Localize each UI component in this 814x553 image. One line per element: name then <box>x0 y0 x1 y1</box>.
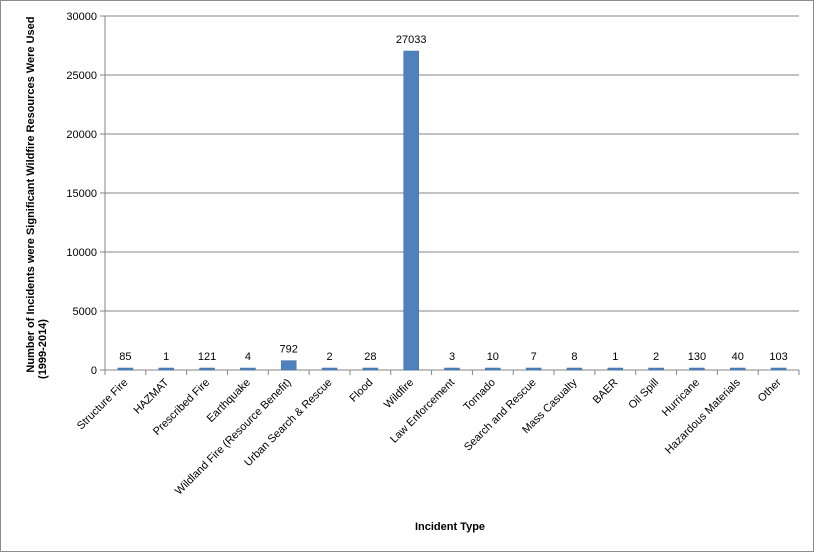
data-label: 2 <box>653 351 659 363</box>
data-label: 85 <box>119 351 131 363</box>
y-tick-label: 0 <box>91 365 97 377</box>
bar-baer <box>607 367 624 371</box>
bar-law-enforcement <box>444 367 460 371</box>
y-tick-label: 5000 <box>73 306 97 318</box>
y-tick-label: 25000 <box>66 70 97 82</box>
bar-wildland-fire-resource-benefit <box>280 360 297 371</box>
data-label: 1 <box>163 351 169 363</box>
bar-hazmat <box>158 367 174 371</box>
bar-urban-search-rescue <box>321 367 338 371</box>
axes <box>100 15 800 375</box>
bar-structure-fire <box>117 367 134 371</box>
bar-wildfire <box>403 50 419 371</box>
data-label: 27033 <box>396 34 427 46</box>
data-label: 130 <box>688 351 706 363</box>
bar-search-and-rescue <box>525 367 542 371</box>
x-tick-label: Wildfire <box>382 377 416 411</box>
data-label: 7 <box>531 351 537 363</box>
data-labels: 85 1 121 4 792 2 28 27033 3 10 7 8 1 2 130 40 103 <box>119 34 787 363</box>
y-tick-labels: 0 5000 10000 15000 20000 25000 30000 <box>66 11 97 377</box>
x-tick-label: Oil Spill <box>626 377 661 412</box>
data-label: 792 <box>280 344 298 356</box>
bar-mass-casualty <box>566 367 583 371</box>
x-tick-label: Hazardous Materials <box>663 376 743 456</box>
x-tick-label: Search and Rescue <box>462 377 539 454</box>
x-axis-title: Incident Type <box>415 521 485 533</box>
y-tick-label: 10000 <box>66 247 97 259</box>
x-tick-label: Hurricane <box>660 377 702 419</box>
data-label: 28 <box>364 351 376 363</box>
x-tick-label: Tornado <box>461 377 498 414</box>
x-tick-label: Other <box>756 376 784 404</box>
x-tick-label: HAZMAT <box>131 376 171 416</box>
data-label: 1 <box>612 351 618 363</box>
x-tick-label: Urban Search & Rescue <box>242 377 334 469</box>
bar-hazardous-materials <box>730 367 746 371</box>
bar-tornado <box>485 367 501 371</box>
y-tick-label: 30000 <box>66 11 97 23</box>
data-label: 10 <box>487 351 499 363</box>
y-axis-title-line1: Number of Incidents were Significant Wil… <box>25 17 37 373</box>
gridlines <box>105 15 799 312</box>
y-axis-title-line2: (1999-2014) <box>37 319 49 379</box>
data-label: 40 <box>732 351 744 363</box>
data-label: 8 <box>571 351 577 363</box>
bar-oil-spill <box>648 367 664 371</box>
data-label: 3 <box>449 351 455 363</box>
data-label: 4 <box>245 351 251 363</box>
bar-flood <box>362 367 379 371</box>
x-tick-label: BAER <box>591 377 621 407</box>
bar-prescribed-fire <box>199 367 215 371</box>
x-tick-label: Structure Fire <box>75 377 131 433</box>
y-axis-title: Number of Incidents were Significant Wil… <box>25 13 49 379</box>
y-tick-label: 15000 <box>66 188 97 200</box>
x-tick-label: Flood <box>348 377 376 405</box>
data-label: 2 <box>326 351 332 363</box>
data-label: 121 <box>198 351 216 363</box>
bar-hurricane <box>689 367 705 371</box>
data-label: 103 <box>769 351 787 363</box>
bar-other <box>770 367 787 371</box>
y-tick-label: 20000 <box>66 129 97 141</box>
bar-earthquake <box>240 367 256 371</box>
bars <box>117 50 787 371</box>
